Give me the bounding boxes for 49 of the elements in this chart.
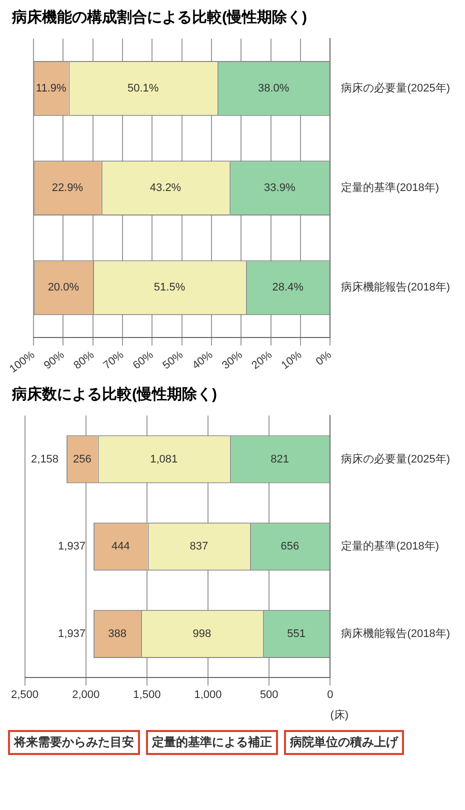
x-tick-label: 60% [130,348,156,372]
x-tick-label: 50% [160,348,186,372]
data-label: 1,081 [150,453,178,466]
chart-title: 病床機能の構成割合による比較(慢性期除く) [12,8,308,27]
data-label: 20.0% [48,282,80,294]
data-label: 11.9% [36,82,66,94]
y-tick-label: 病床機能報告(2018年) [341,280,450,294]
x-tick-label: 500 [260,689,278,702]
total-label: 1,937 [58,540,86,553]
total-label: 2,158 [31,453,59,466]
x-tick-label: 70% [101,348,126,372]
text: 将来需要からみた目安 [8,730,140,755]
data-label: 656 [280,540,300,553]
data-label: 551 [287,628,306,640]
y-tick-label: 定量的基準(2018年) [341,181,439,194]
x-tick-label: 90% [42,348,67,372]
data-label: 256 [73,453,92,466]
y-tick-label: 定量的基準(2018年) [341,540,439,553]
text: 病院単位の積み上げ [284,730,404,755]
x-tick-label: 0 [327,689,334,702]
data-label: 821 [270,453,289,466]
data-label: 43.2% [150,182,182,194]
y-tick-label: 病床機能報告(2018年) [341,626,450,640]
x-tick-label: 20% [250,348,275,372]
data-label: 50.1% [127,82,159,94]
data-label: 28.4% [272,282,304,294]
data-label: 444 [111,540,130,553]
y-tick-label: 病床の必要量(2025年) [341,81,450,94]
data-label: 388 [108,628,126,640]
x-tick-label: 80% [72,348,97,372]
x-axis-title: (床) [330,708,349,722]
data-label: 837 [190,540,208,553]
data-label: 998 [192,628,212,640]
x-tick-label: 2,500 [11,689,39,702]
data-label: 33.9% [264,182,296,194]
x-tick-label: 0% [314,348,334,368]
y-tick-label: 病床の必要量(2025年) [341,452,450,466]
x-tick-label: 30% [220,348,245,372]
x-tick-label: 40% [190,348,216,372]
data-label: 22.9% [52,182,84,194]
data-label: 51.5% [154,282,186,294]
chart-title: 病床数による比較(慢性期除く) [12,385,218,404]
data-label: 38.0% [258,82,290,94]
total-label: 1,937 [58,628,86,640]
x-tick-label: 1,000 [194,689,222,702]
text: 定量的基準による補正 [146,730,278,755]
x-tick-label: 10% [279,348,304,372]
x-tick-label: 2,000 [72,689,100,702]
x-tick-label: 1,500 [133,689,161,702]
